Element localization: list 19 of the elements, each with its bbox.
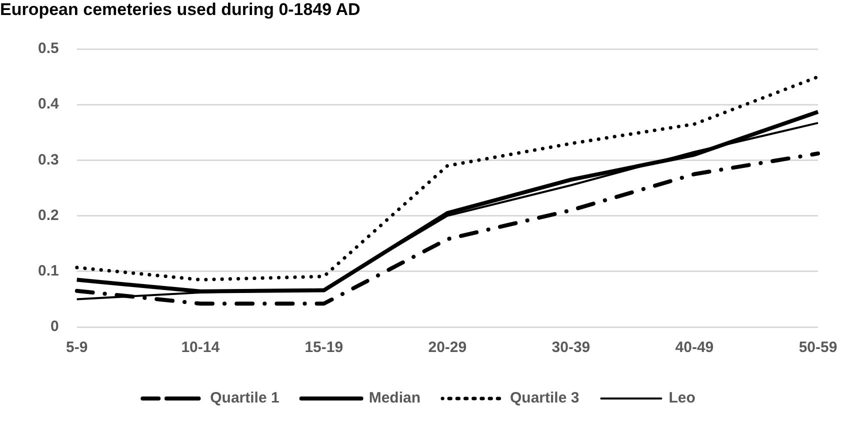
y-tick-label: 0.3: [38, 151, 59, 168]
x-tick-label: 40-49: [675, 339, 714, 356]
x-tick-label: 20-29: [428, 339, 467, 356]
x-tick-label: 30-39: [552, 339, 590, 356]
legend-label: Median: [368, 390, 421, 407]
x-tick-label: 5-9: [66, 339, 88, 356]
y-tick-label: 0.2: [38, 206, 59, 224]
legend-label: Quartile 1: [210, 390, 280, 407]
x-tick-label: 10-14: [181, 339, 220, 356]
y-tick-label: 0.1: [38, 262, 59, 280]
y-tick-label: 0: [50, 318, 59, 336]
x-tick-label: 50-59: [798, 339, 838, 356]
y-tick-label: 0.5: [38, 40, 59, 58]
y-tick-label: 0.4: [38, 96, 60, 113]
line-series: [75, 75, 820, 282]
legend-label: Leo: [668, 390, 696, 407]
x-tick-label: 15-19: [304, 339, 344, 356]
legend-label: Quartile 3: [510, 390, 580, 407]
chart-title: European cemeteries used during 0-1849 AD: [0, 0, 360, 20]
